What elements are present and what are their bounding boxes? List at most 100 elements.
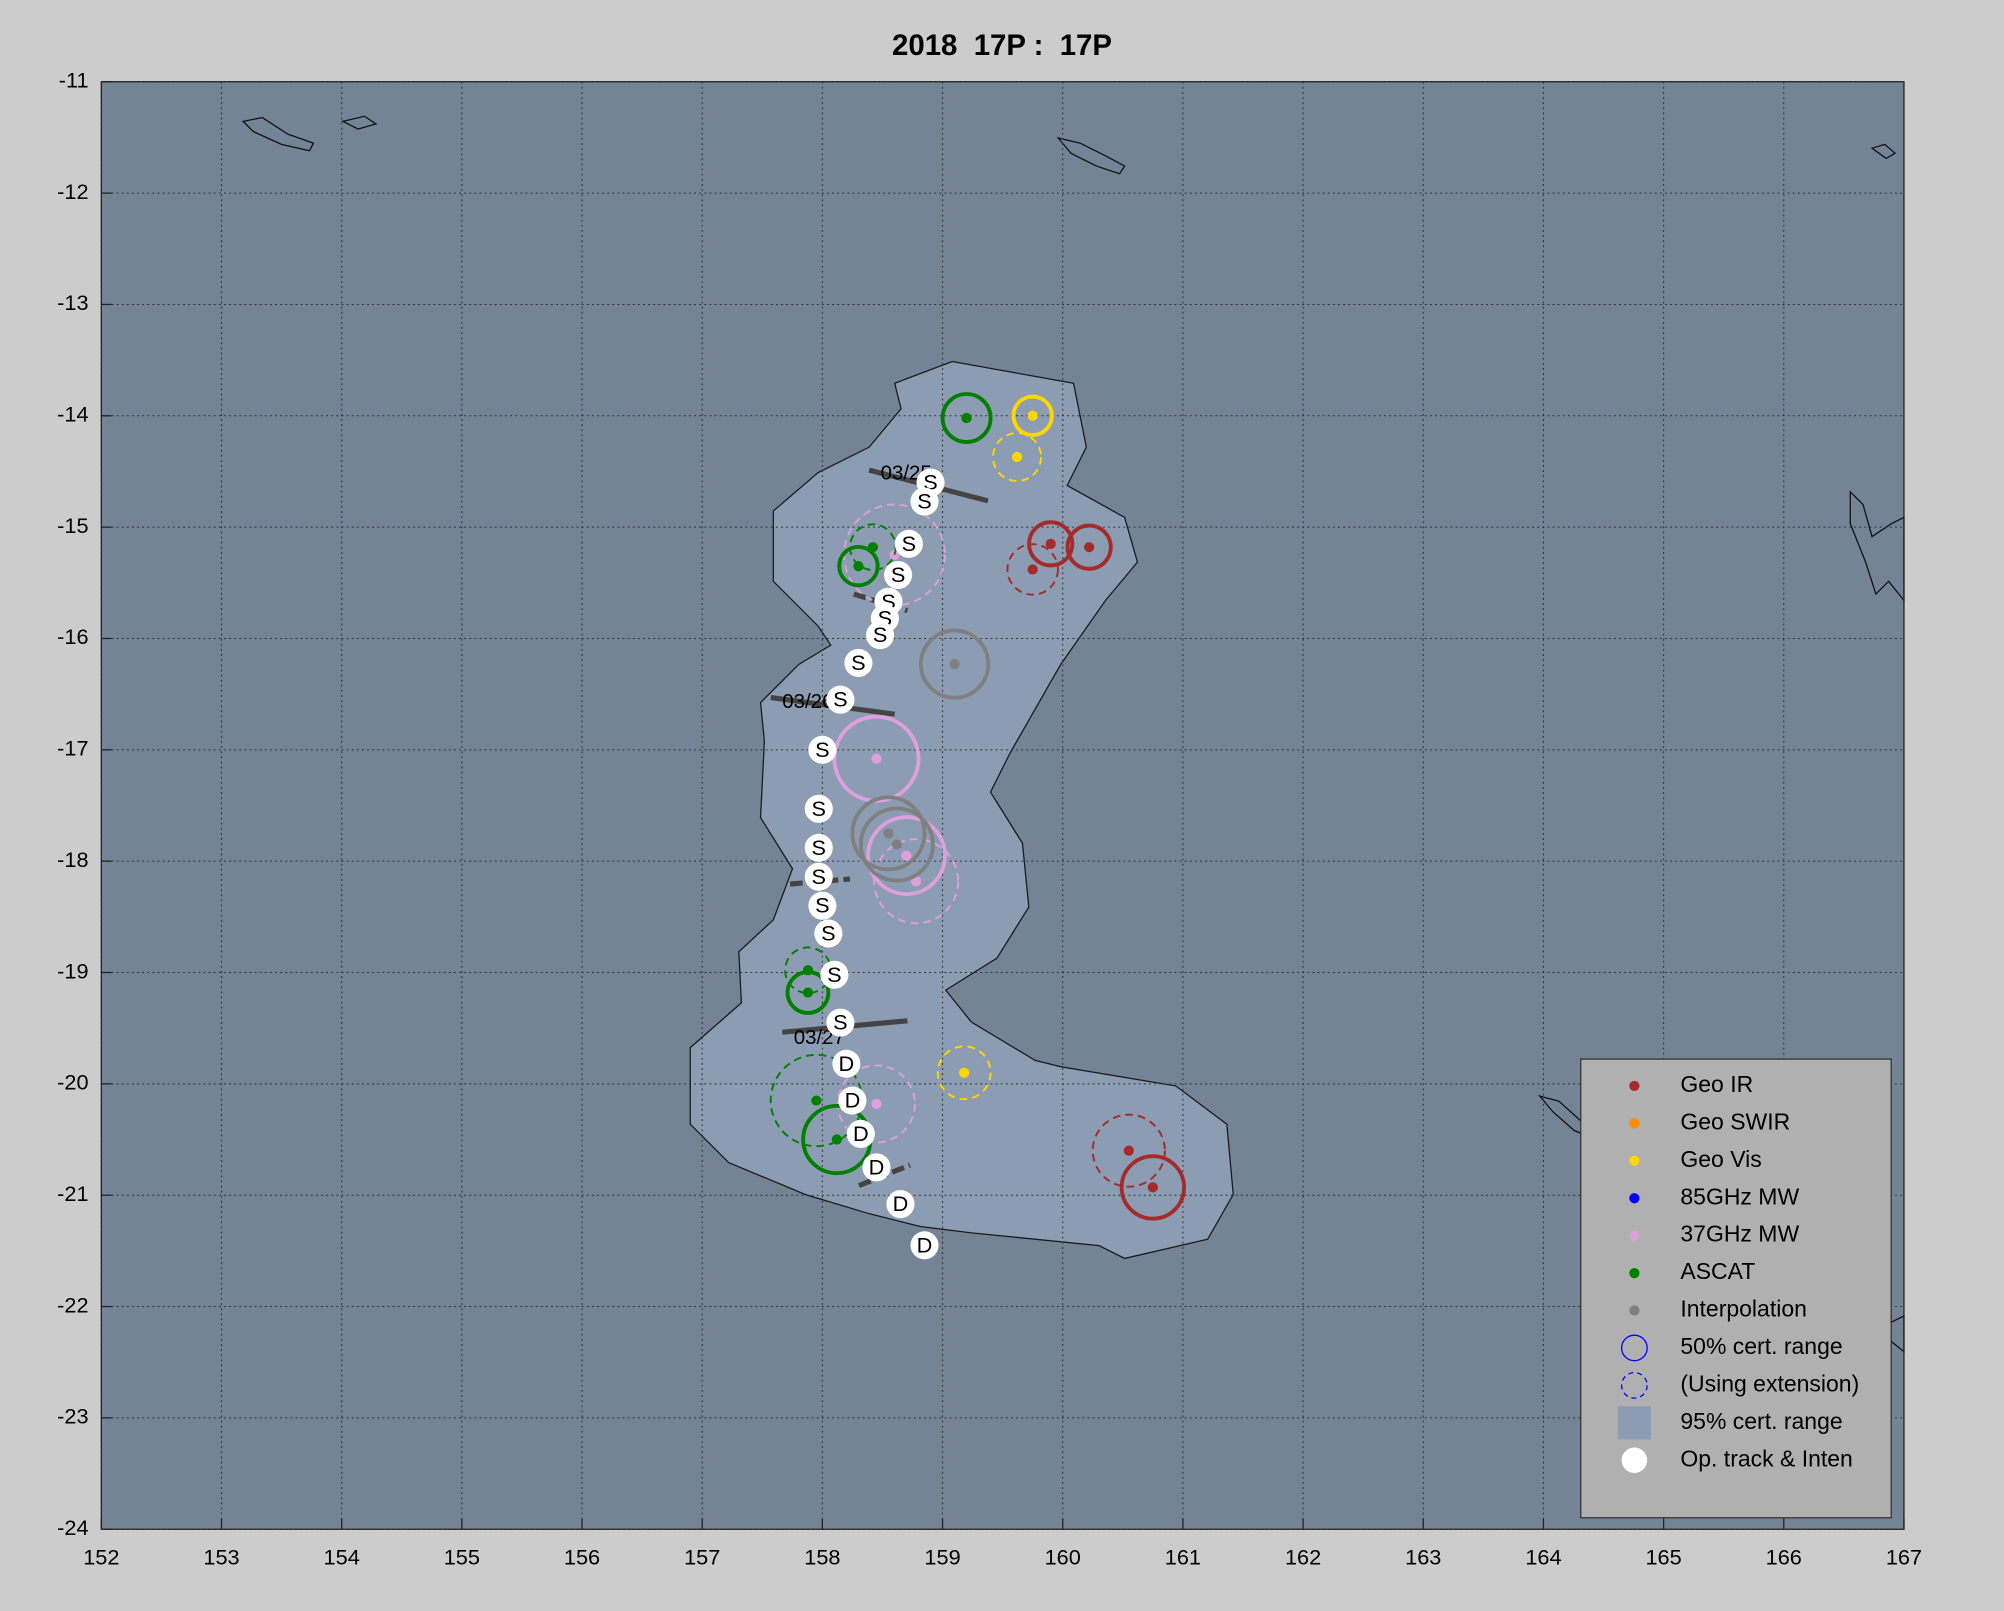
intensity-label: S: [815, 893, 829, 918]
track-point: [814, 919, 843, 948]
intensity-label: S: [812, 835, 826, 860]
x-tick-label: 166: [1766, 1544, 1802, 1569]
y-tick-label: -19: [57, 958, 88, 983]
track-point: [894, 529, 923, 558]
track-point: [866, 621, 895, 650]
intensity-label: D: [869, 1154, 885, 1179]
track-point: [804, 833, 833, 862]
legend-label: Geo SWIR: [1680, 1108, 1790, 1134]
legend-marker: [1617, 1406, 1651, 1440]
cert-ring: [785, 970, 831, 1015]
x-tick-label: 162: [1285, 1544, 1321, 1569]
intensity-label: D: [893, 1191, 909, 1216]
intensity-label: S: [827, 962, 841, 987]
legend-marker: [1629, 1305, 1640, 1316]
legend-marker: [1620, 1371, 1648, 1399]
y-tick-label: -18: [57, 847, 88, 872]
fix-point: [961, 412, 972, 424]
legend-label: Interpolation: [1680, 1296, 1807, 1322]
fix-point: [871, 753, 882, 764]
intensity-label: S: [851, 650, 865, 675]
legend-marker: [1629, 1193, 1640, 1204]
x-tick-label: 152: [83, 1544, 119, 1569]
cert-ring: [992, 431, 1043, 482]
x-tick-label: 164: [1525, 1544, 1561, 1569]
fix-point: [871, 1098, 882, 1110]
intensity-label: S: [812, 796, 826, 821]
fix-point: [853, 561, 864, 572]
intensity-label: S: [821, 921, 835, 946]
fix-point: [901, 850, 912, 861]
y-tick-label: -11: [59, 67, 89, 92]
track-point: [884, 560, 913, 590]
legend-marker: [1629, 1118, 1640, 1129]
fix-point: [1123, 1145, 1134, 1156]
cert-95-region: [689, 360, 1234, 1260]
x-tick-label: 160: [1045, 1544, 1081, 1569]
legend-entries: Geo IR Geo SWIR Geo Vis 85GHz MW 37GHz MW ASC…: [1617, 1071, 1859, 1474]
cert-ring: [1027, 520, 1075, 568]
plot-frame: [100, 81, 1905, 1530]
y-tick-label: -12: [57, 179, 88, 204]
track-point: [820, 960, 849, 989]
track-point: [846, 1119, 875, 1149]
legend-marker: [1629, 1230, 1640, 1241]
cert-ring: [936, 1045, 992, 1101]
cert-ring: [919, 628, 991, 700]
y-tick-label: -21: [57, 1181, 88, 1206]
fix-point: [1045, 538, 1056, 549]
track-point: [910, 1231, 939, 1260]
cert-ring: [873, 838, 960, 925]
x-tick-label: 157: [684, 1544, 720, 1569]
fix-point: [831, 1134, 842, 1145]
cert-ring: [1065, 523, 1113, 571]
fix-point: [891, 839, 902, 850]
fix-point: [889, 549, 900, 561]
track-point: [910, 487, 939, 516]
legend-label: 50% cert. range: [1680, 1333, 1842, 1359]
cert-ring: [1006, 543, 1059, 596]
intensity-label: D: [845, 1088, 861, 1113]
intensity-label: S: [891, 562, 905, 587]
track-point: [804, 862, 833, 891]
y-tick-label: -16: [57, 624, 88, 649]
cert-ring: [837, 544, 880, 588]
x-tick-label: 163: [1405, 1544, 1441, 1569]
fix-point: [1147, 1182, 1158, 1193]
legend-marker: [1620, 1334, 1648, 1362]
x-tick-label: 161: [1165, 1544, 1201, 1569]
legend-marker: [1629, 1267, 1640, 1279]
legend-marker: [1629, 1080, 1640, 1092]
y-tick-label: -20: [57, 1070, 88, 1095]
cert-ring: [940, 392, 993, 444]
track-point: [808, 735, 837, 764]
track-point: [844, 648, 873, 678]
legend-label: Op. track & Inten: [1680, 1445, 1852, 1471]
fix-point: [811, 1095, 822, 1106]
legend-marker: [1621, 1447, 1648, 1474]
y-tick-label: -15: [57, 513, 88, 538]
x-tick-label: 153: [203, 1544, 239, 1569]
fix-point: [1011, 451, 1023, 463]
y-tick-label: -22: [57, 1292, 88, 1317]
legend-marker: [1629, 1155, 1640, 1166]
cert-ring: [1119, 1154, 1187, 1221]
legend-label: ASCAT: [1680, 1258, 1755, 1284]
fix-point: [883, 828, 894, 839]
cert-ring: [837, 1064, 916, 1144]
cert-ring: [850, 795, 927, 872]
intensity-label: S: [833, 687, 847, 712]
x-tick-label: 156: [564, 1544, 600, 1569]
track-point: [826, 685, 855, 714]
intensity-label: S: [812, 864, 826, 889]
y-tick-label: -13: [57, 290, 88, 315]
legend-label: 85GHz MW: [1680, 1183, 1799, 1209]
intensity-label: D: [839, 1051, 855, 1076]
legend: [1580, 1058, 1892, 1519]
cert-ring: [866, 815, 947, 896]
intensity-label: S: [873, 622, 887, 647]
cert-ring: [1011, 394, 1054, 437]
